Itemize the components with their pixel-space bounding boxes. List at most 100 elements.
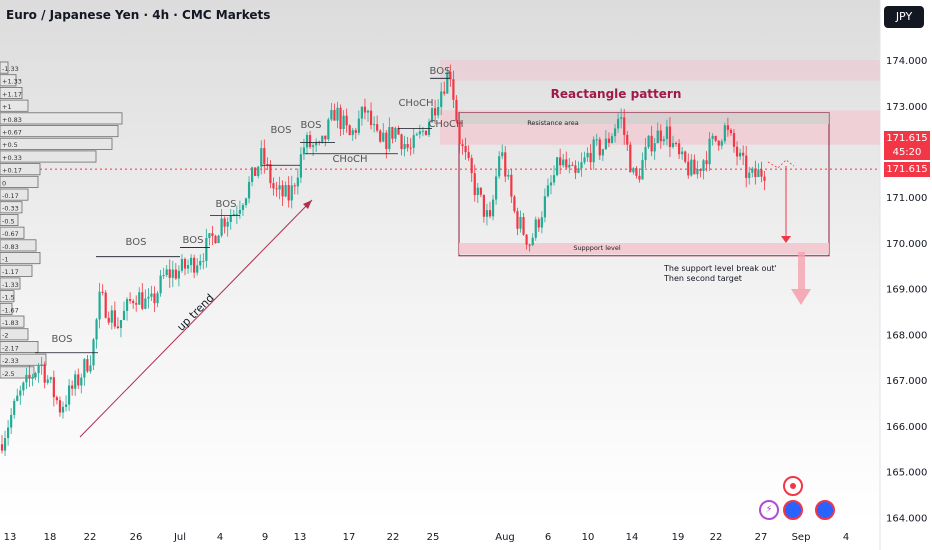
candle-body <box>302 147 306 155</box>
candle-body <box>620 117 623 119</box>
candle-body <box>305 135 309 148</box>
candle-body <box>61 406 65 413</box>
alert-icon[interactable] <box>783 476 803 496</box>
candle-body <box>482 194 485 217</box>
candle-body <box>193 257 196 273</box>
candle-body <box>516 211 519 229</box>
resistance-label: Resistance area <box>527 119 579 127</box>
candle-body <box>141 292 144 309</box>
candle-body <box>287 185 290 201</box>
candle-body <box>312 145 315 147</box>
candle-body <box>452 79 455 100</box>
candle-body <box>293 185 296 187</box>
volume-profile-bar <box>0 277 21 290</box>
target-arrowhead-1 <box>781 236 791 243</box>
x-tick-label: Jul <box>173 532 186 543</box>
candle-body <box>281 185 284 197</box>
candle-body <box>363 106 367 113</box>
choch-label: CHoCH <box>428 119 463 130</box>
x-tick-label: 27 <box>755 532 768 543</box>
candle-body <box>98 291 101 320</box>
volume-profile-bar <box>0 328 29 341</box>
y-tick-label: 164.000 <box>886 513 927 524</box>
candle-body <box>720 141 723 146</box>
candle-body <box>556 157 559 176</box>
candle-body <box>735 146 739 157</box>
bos-label: BOS <box>126 237 147 248</box>
target-arrowhead-2 <box>791 289 811 305</box>
candle-body <box>186 265 190 269</box>
candle-body <box>43 364 46 383</box>
candle-body <box>458 120 461 145</box>
candle-body <box>46 379 49 383</box>
candle-body <box>501 152 504 157</box>
candle-body <box>199 260 202 266</box>
currency-button[interactable]: JPY <box>884 6 924 28</box>
candle-body <box>687 161 690 176</box>
candle-body <box>3 438 7 451</box>
candle-body <box>650 135 653 152</box>
event-icon-2[interactable] <box>815 500 835 520</box>
candle-body <box>125 299 129 311</box>
candle-body <box>641 160 644 180</box>
candle-body <box>751 168 754 173</box>
candle-body <box>373 124 376 126</box>
candle-body <box>421 130 424 132</box>
price-tag-top: 171.615 <box>884 131 930 146</box>
candle-body <box>449 72 452 80</box>
volume-profile-bar <box>0 188 29 201</box>
choch-label: CHoCH <box>332 154 367 165</box>
candle-body <box>244 198 248 206</box>
candle-body <box>22 382 25 391</box>
volume-profile-bar <box>0 163 41 176</box>
y-tick-label: 166.000 <box>886 422 927 433</box>
candle-body <box>190 257 193 266</box>
volume-profile-label: -1.67 <box>2 306 19 314</box>
candle-body <box>58 400 62 413</box>
candle-body <box>211 233 214 237</box>
candle-body <box>165 269 168 276</box>
candle-body <box>382 132 385 142</box>
lightning-icon[interactable]: ⚡ <box>759 500 779 520</box>
projection-path <box>767 159 795 169</box>
candle-body <box>696 169 699 175</box>
volume-profile-bar <box>0 74 17 87</box>
candle-body <box>351 130 354 135</box>
event-icon[interactable] <box>783 500 803 520</box>
candle-body <box>119 320 123 329</box>
candle-body <box>241 205 245 210</box>
symbol-title: Euro / Japanese Yen · 4h · CMC Markets <box>6 8 271 22</box>
x-tick-label: Aug <box>495 532 515 543</box>
candle-body <box>64 404 68 407</box>
candle-body <box>25 374 28 383</box>
candle-body <box>473 173 476 196</box>
candle-body <box>717 140 720 146</box>
y-tick-label: 165.000 <box>886 468 927 479</box>
candle-body <box>485 210 489 217</box>
candle-body <box>760 169 763 177</box>
candle-body <box>665 126 668 140</box>
candle-body <box>708 138 711 165</box>
candle-body <box>0 444 4 451</box>
x-tick-label: 17 <box>343 532 356 543</box>
candle-body <box>147 296 150 299</box>
candle-body <box>229 215 232 222</box>
volume-profile-label: -1.33 <box>2 65 19 73</box>
candle-body <box>7 427 10 439</box>
candle-body <box>711 135 714 139</box>
candle-body <box>729 129 733 134</box>
candle-body <box>519 217 522 229</box>
candle-body <box>562 159 565 166</box>
candle-body <box>510 174 513 197</box>
candle-body <box>153 293 156 304</box>
bos-label: BOS <box>216 199 237 210</box>
candle-body <box>150 293 153 297</box>
y-tick-label: 171.000 <box>886 193 927 204</box>
candle-body <box>55 397 58 401</box>
candle-body <box>348 125 351 135</box>
candle-body <box>488 210 492 217</box>
candle-body <box>644 147 647 161</box>
candle-body <box>653 143 656 152</box>
candle-body <box>28 374 31 378</box>
